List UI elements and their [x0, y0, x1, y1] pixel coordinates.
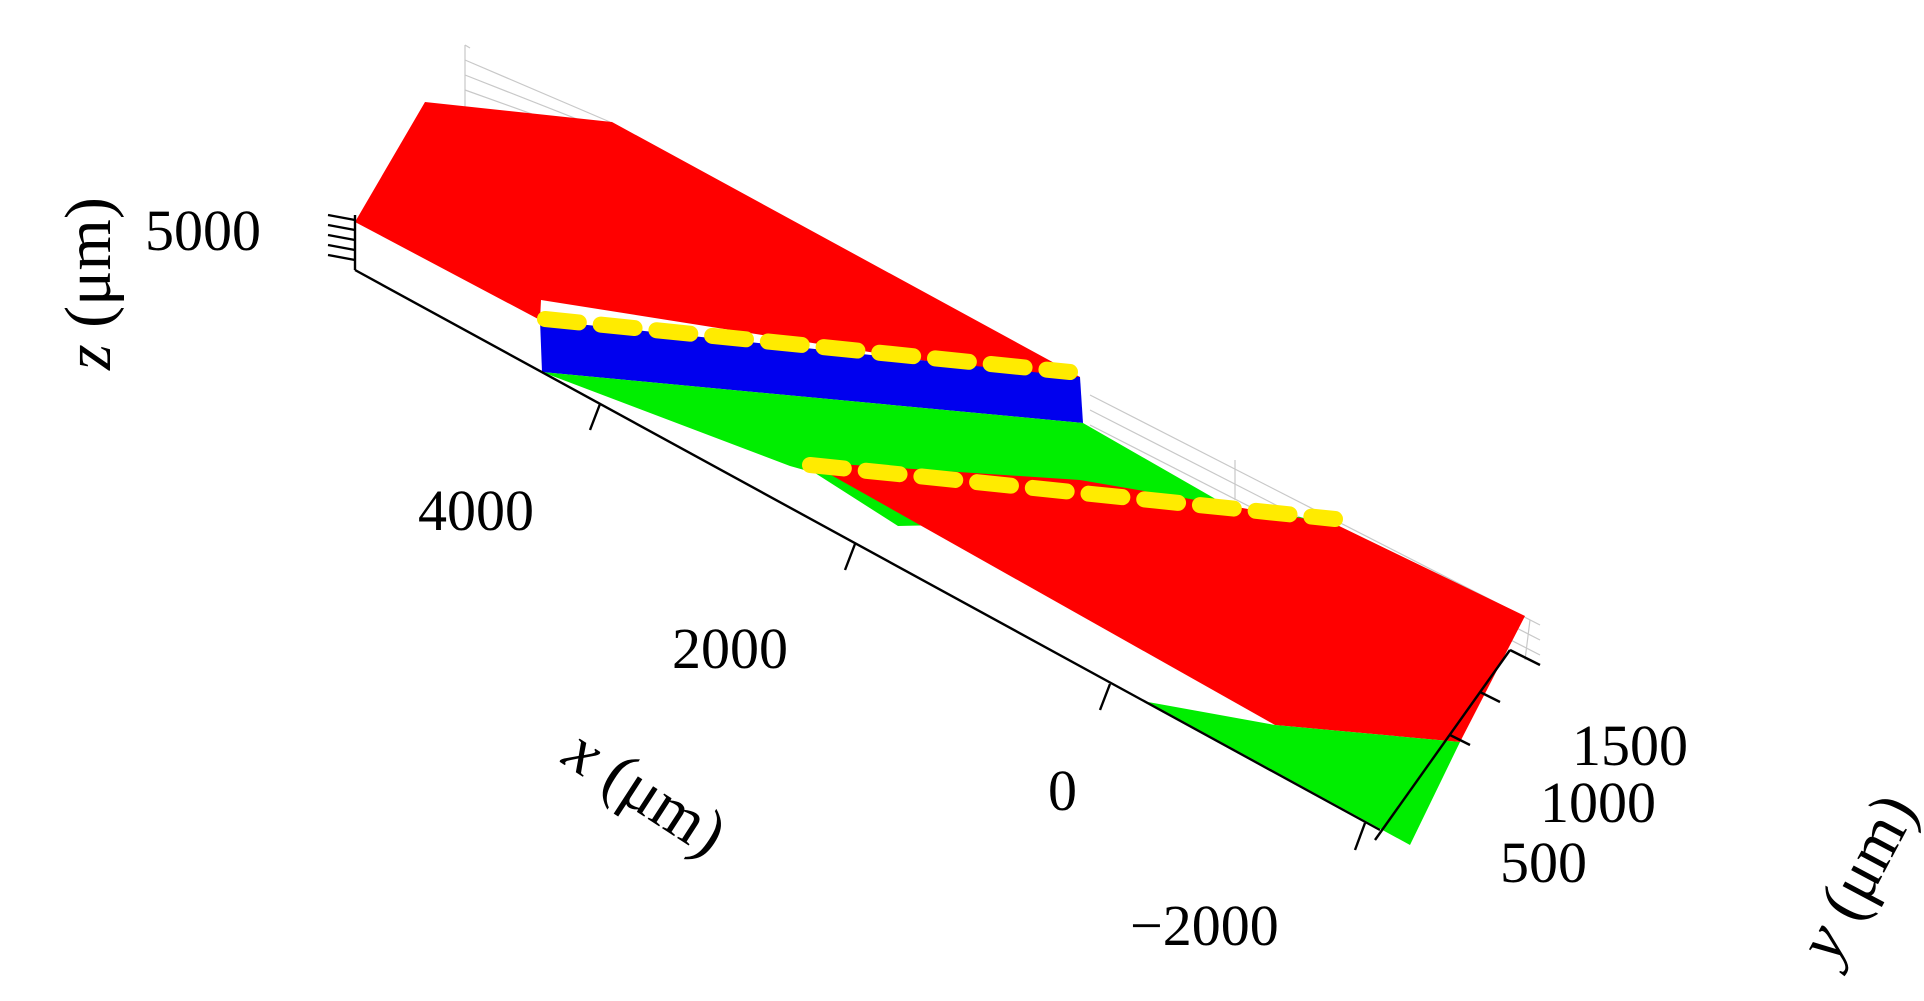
x-axis-label: x (μm) — [551, 713, 740, 871]
lower-red-surface — [808, 462, 1525, 742]
x-tick-label: 0 — [1048, 758, 1077, 823]
lower-green-surface — [1148, 702, 1460, 845]
z-axis — [327, 213, 357, 270]
upper-dashed-line — [537, 311, 1078, 380]
z-tick-label: 5000 — [145, 198, 261, 263]
y-tick-label: 1000 — [1540, 770, 1656, 835]
x-axis — [354, 268, 1381, 851]
upper-green-surface — [542, 372, 1320, 526]
x-tick-label: −2000 — [1130, 893, 1279, 958]
z-axis-label: z (μm) — [52, 197, 125, 371]
blue-surface — [540, 320, 1083, 423]
y-tick-label: 1500 — [1572, 713, 1688, 778]
lower-dashed-line — [802, 457, 1343, 527]
x-tick-label: 2000 — [672, 616, 788, 681]
upper-red-surface — [355, 102, 1080, 385]
y-axis-label: y (μm) — [1781, 782, 1924, 977]
y-axis — [1374, 648, 1541, 841]
x-tick-label: 4000 — [418, 478, 534, 543]
y-tick-label: 500 — [1500, 830, 1587, 895]
